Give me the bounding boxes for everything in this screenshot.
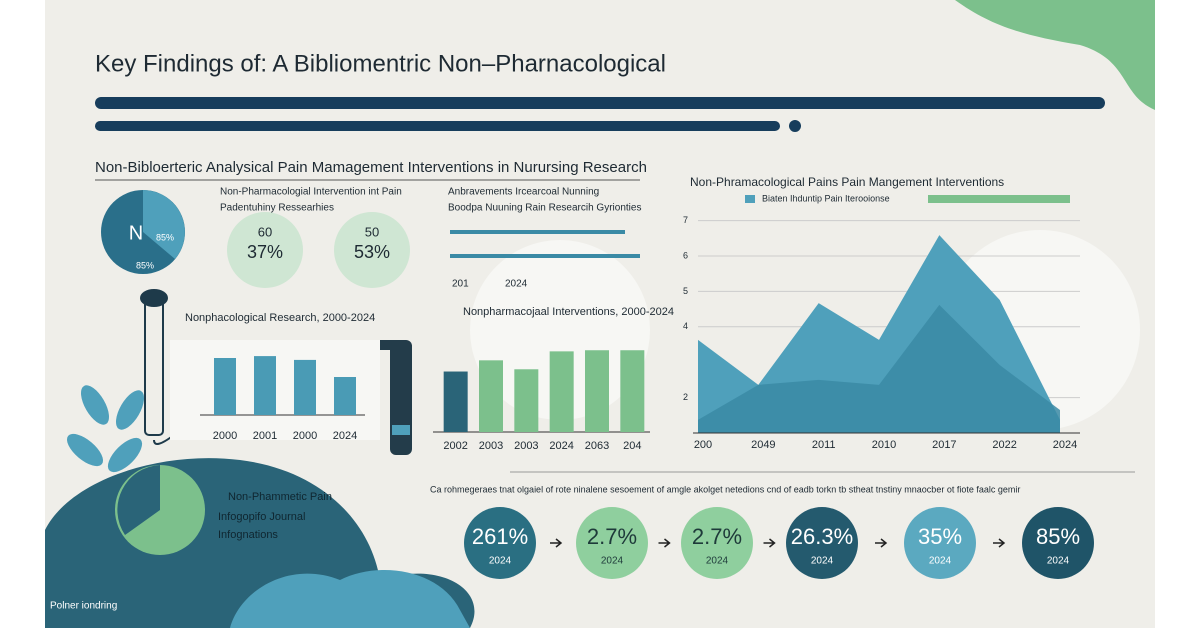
- stat-year: 2024: [489, 556, 512, 567]
- footer: Polner iondring: [50, 601, 117, 612]
- panel-line: Infognations: [218, 529, 278, 541]
- note-line: Boodpa Nuuning Rain Researcih Gyrionties: [448, 203, 641, 214]
- stat-circle: [904, 507, 976, 579]
- x-tick-label: 2011: [812, 439, 836, 451]
- badge-top: 50: [365, 224, 379, 239]
- note-line: Anbravements Ircearcoal Nunning: [448, 187, 599, 198]
- stat-circle: [681, 507, 753, 579]
- stat-value: 261%: [472, 524, 528, 549]
- x-tick-label: 2063: [585, 440, 609, 452]
- y-tick-label: 7: [683, 215, 688, 225]
- chart-title: Nonphacological Research, 2000-2024: [185, 312, 375, 324]
- badge-top: 60: [258, 224, 272, 239]
- panel-line: Infogopifo Journal: [218, 511, 305, 523]
- bar: [254, 356, 276, 415]
- arrow: [993, 538, 1006, 548]
- arrow: [875, 538, 888, 548]
- bar: [334, 377, 356, 415]
- stat-circle: [786, 507, 858, 579]
- x-tick-label: 2010: [872, 439, 896, 451]
- area: [698, 304, 1060, 433]
- x-tick-label: 2049: [751, 439, 775, 451]
- stat-year: 2024: [929, 556, 952, 567]
- x-tick-label: 204: [623, 440, 641, 452]
- note-bar: [450, 230, 625, 234]
- bar: [620, 350, 645, 432]
- device: [366, 340, 406, 350]
- summary-text: Ca rohmegeraes tnat olgaiel of rote nina…: [430, 484, 1020, 494]
- chart-title: Non-Phramacological Pains Pain Mangement…: [690, 175, 1004, 189]
- corner-blob: [955, 0, 1155, 110]
- x-tick-label: 2024: [1053, 439, 1077, 451]
- stat-circle: [1022, 507, 1094, 579]
- stat-year: 2024: [601, 556, 624, 567]
- x-tick-label: 2003: [514, 440, 538, 452]
- arrow: [550, 538, 563, 548]
- note-bar: [450, 254, 640, 258]
- bar: [585, 350, 609, 432]
- pie-label: N: [129, 222, 143, 244]
- x-tick-label: 2022: [992, 439, 1016, 451]
- badge-main: 53%: [354, 242, 390, 262]
- stat-value: 35%: [918, 524, 962, 549]
- blob: [230, 570, 470, 628]
- leaves: [66, 385, 144, 473]
- bar: [443, 371, 468, 432]
- device-cap: [140, 289, 168, 307]
- device: [390, 340, 412, 455]
- stat-circle: [464, 507, 536, 579]
- intro-line: Padentuhiny Ressearhies: [220, 203, 334, 214]
- subtitle: Non-Bibloerteric Analysical Pain Mamagem…: [95, 159, 647, 176]
- pie-slice: [143, 190, 185, 259]
- legend-label: Biaten Ihduntip Pain Iterooionse: [762, 193, 890, 203]
- rule: [95, 121, 780, 131]
- stat-value: 85%: [1036, 524, 1080, 549]
- stat-circle: [576, 507, 648, 579]
- stat-value: 2.7%: [692, 524, 742, 549]
- y-tick-label: 4: [683, 321, 688, 331]
- range-start: 201: [452, 279, 469, 290]
- x-tick-label: 2017: [932, 439, 956, 451]
- stat-year: 2024: [811, 556, 834, 567]
- legend-bar: [928, 195, 1070, 203]
- intro-line: Non-Pharmacologial Intervention int Pain: [220, 187, 402, 198]
- y-tick-label: 6: [683, 250, 688, 260]
- x-tick-label: 2024: [549, 440, 573, 452]
- badge: [227, 212, 303, 288]
- stat-year: 2024: [1047, 556, 1070, 567]
- stat-value: 2.7%: [587, 524, 637, 549]
- pie-value: 85%: [156, 232, 174, 242]
- x-tick-label: 200: [694, 439, 712, 451]
- dot: [789, 120, 801, 132]
- badge-main: 37%: [247, 242, 283, 262]
- bar: [514, 369, 539, 432]
- stat-year: 2024: [706, 556, 729, 567]
- x-tick-label: 2000: [293, 430, 317, 442]
- y-tick-label: 5: [683, 286, 688, 296]
- chart-title: Nonpharmacojaal Interventions, 2000-2024: [463, 306, 674, 318]
- arrow: [658, 538, 671, 548]
- x-tick-label: 2002: [443, 440, 467, 452]
- rule: [95, 97, 1105, 109]
- bar: [294, 359, 316, 415]
- y-tick-label: 2: [683, 392, 688, 402]
- stat-value: 26.3%: [791, 524, 853, 549]
- bar: [549, 351, 574, 432]
- arrow: [763, 538, 776, 548]
- bar: [214, 358, 236, 415]
- panel-line: Non-Phammetic Pain: [228, 491, 332, 503]
- pie-caption: 85%: [136, 260, 154, 270]
- badge: [334, 212, 410, 288]
- x-tick-label: 2024: [333, 430, 357, 442]
- x-tick-label: 2001: [253, 430, 277, 442]
- title: Key Findings of: A Bibliomentric Non–Pha…: [95, 50, 666, 77]
- device: [392, 425, 410, 435]
- legend-swatch: [745, 195, 755, 203]
- x-tick-label: 2003: [479, 440, 503, 452]
- range-end: 2024: [505, 279, 528, 290]
- x-tick-label: 2000: [213, 430, 237, 442]
- bar: [479, 360, 503, 432]
- leaf-slice: [117, 465, 160, 535]
